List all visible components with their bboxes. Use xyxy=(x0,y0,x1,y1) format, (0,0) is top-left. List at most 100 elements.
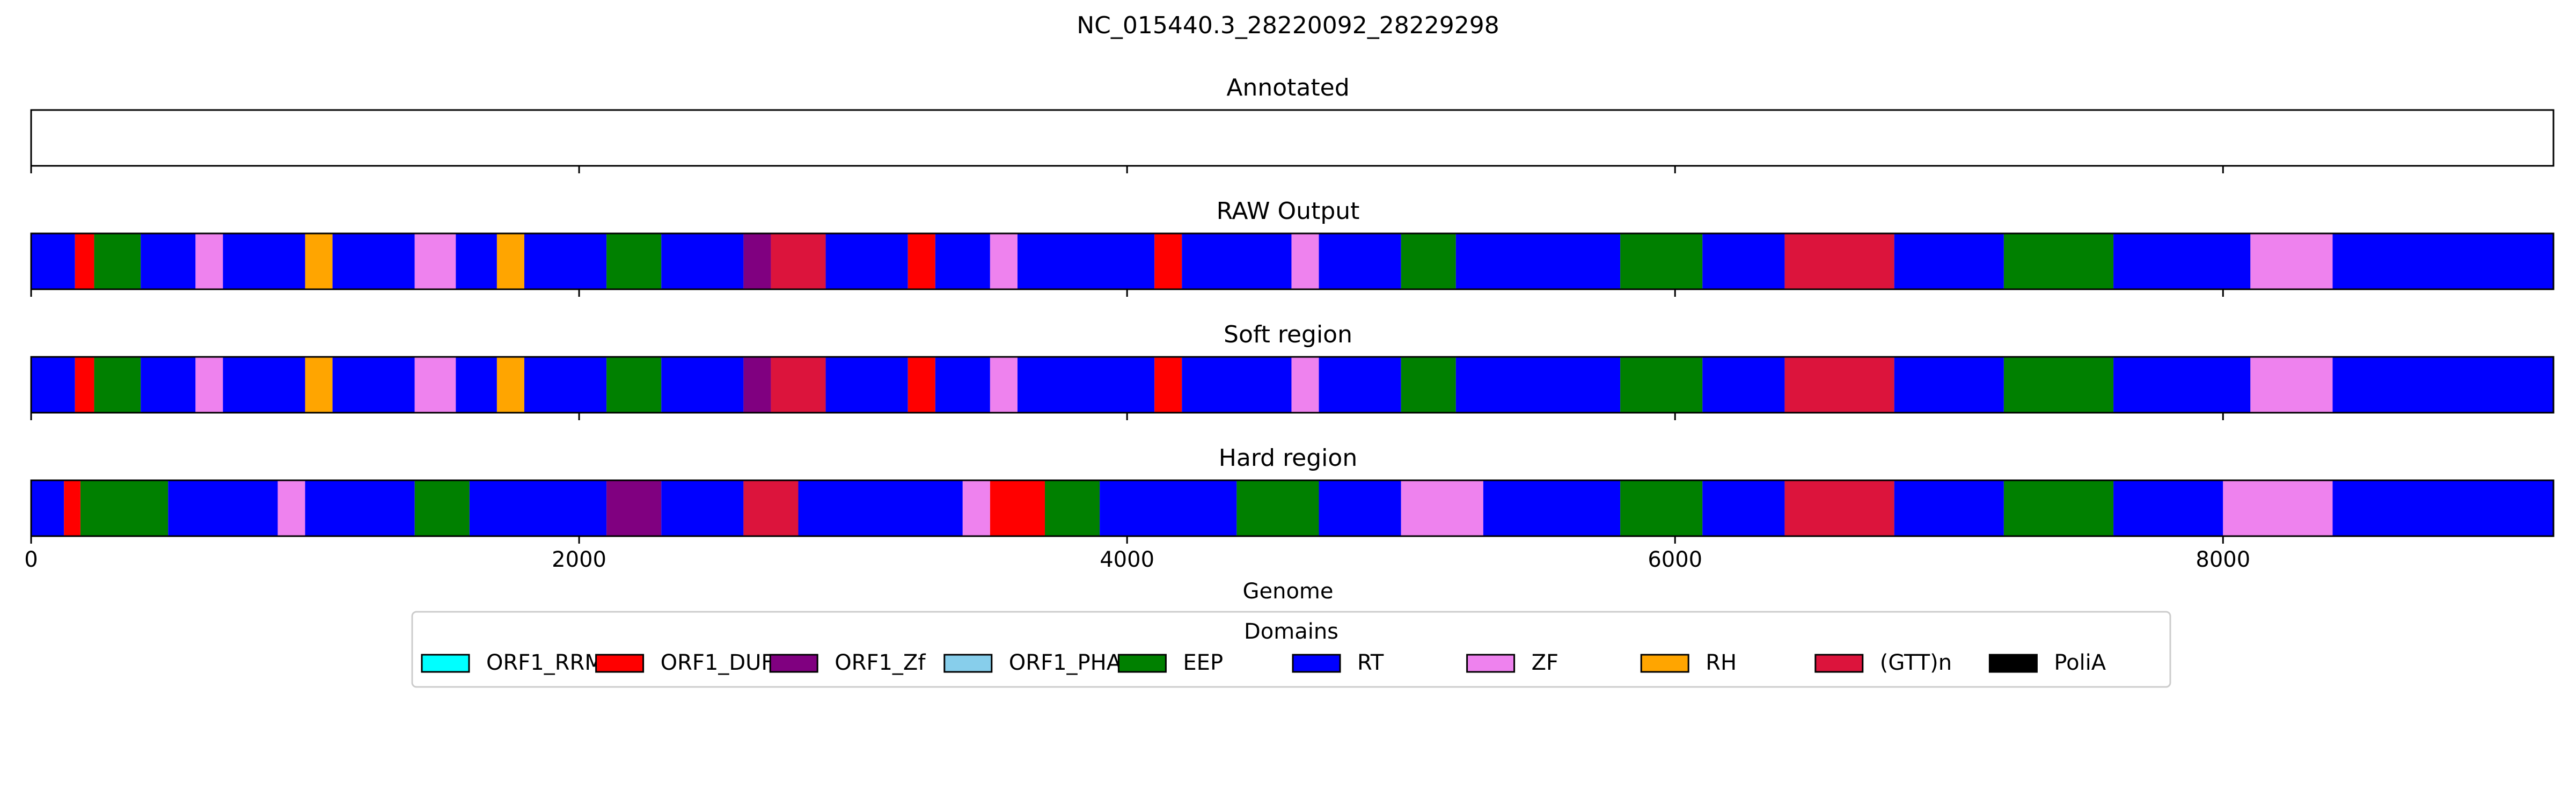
segment-eep xyxy=(2003,357,2114,413)
segment-gttn xyxy=(743,480,799,536)
segment-rt xyxy=(2113,357,2251,413)
x-tick-label: 4000 xyxy=(1100,547,1154,572)
segment-rt xyxy=(1017,357,1155,413)
segment-rt xyxy=(141,233,196,289)
segment-rt xyxy=(661,480,744,536)
legend-entry: ORF1_DUF xyxy=(595,650,774,675)
legend-entry: RT xyxy=(1292,650,1384,675)
segment-zf xyxy=(962,480,990,536)
segment-orf1zf xyxy=(743,357,771,413)
segment-eep xyxy=(94,233,141,289)
legend-label: ORF1_DUF xyxy=(661,650,774,675)
segment-rt xyxy=(2332,233,2553,289)
segment-rt xyxy=(2113,480,2223,536)
segment-zf xyxy=(195,233,223,289)
legend-swatch xyxy=(1292,654,1341,673)
segment-rt xyxy=(1100,480,1237,536)
tracks: Annotated RAW Output Soft region Hard regio… xyxy=(24,74,2555,572)
legend-swatch xyxy=(943,654,993,673)
segment-zf xyxy=(2250,357,2333,413)
track-3: Hard region 0 2000 4000 6000 8000 xyxy=(24,444,2555,572)
legend-label: RT xyxy=(1357,650,1384,675)
segment-zf xyxy=(1291,233,1319,289)
segment-gttn xyxy=(771,233,826,289)
segment-rt xyxy=(1702,233,1785,289)
legend-swatch xyxy=(769,654,818,673)
x-tick-label: 6000 xyxy=(1648,547,1702,572)
segment-zf xyxy=(2250,233,2333,289)
legend-swatch xyxy=(1814,654,1864,673)
segment-rt xyxy=(168,480,278,536)
track-2: Soft region xyxy=(30,321,2555,420)
segment-rt xyxy=(2332,480,2553,536)
segment-orf1duf xyxy=(75,233,94,289)
legend-swatch xyxy=(1640,654,1689,673)
segment-rh xyxy=(496,233,524,289)
segment-rt xyxy=(1894,357,2004,413)
segment-rt xyxy=(1319,233,1401,289)
legend-title: Domains xyxy=(1244,619,1338,644)
track-title: Hard region xyxy=(1219,444,1357,472)
segment-eep xyxy=(80,480,169,536)
legend-entry: EEP xyxy=(1117,650,1223,675)
segment-rt xyxy=(456,357,497,413)
segment-eep xyxy=(2003,480,2114,536)
segment-rt xyxy=(1894,233,2004,289)
segment-rt xyxy=(1319,357,1401,413)
segment-zf xyxy=(990,233,1018,289)
segment-rt xyxy=(524,233,607,289)
segment-gttn xyxy=(1784,480,1894,536)
track-title: Annotated xyxy=(1226,74,1349,101)
segment-rt xyxy=(31,233,75,289)
track-frame xyxy=(30,232,2555,290)
segment-rt xyxy=(456,233,497,289)
legend-swatch xyxy=(1117,654,1167,673)
segment-rt xyxy=(1182,233,1292,289)
segment-rh xyxy=(496,357,524,413)
segment-eep xyxy=(1620,233,1703,289)
x-tick-label: 2000 xyxy=(552,547,606,572)
segment-orf1duf xyxy=(1154,233,1182,289)
segment-rt xyxy=(305,480,415,536)
segment-rt xyxy=(1182,357,1292,413)
segment-eep xyxy=(606,357,662,413)
segment-eep xyxy=(414,480,470,536)
legend-entry: PoliA xyxy=(1988,650,2106,675)
segment-rt xyxy=(31,357,75,413)
segment-rh xyxy=(305,357,333,413)
segment-rt xyxy=(825,233,908,289)
segment-eep xyxy=(1620,357,1703,413)
legend-entry: RH xyxy=(1640,650,1737,675)
segment-rt xyxy=(1702,480,1785,536)
segment-rt xyxy=(31,480,64,536)
segment-rh xyxy=(305,233,333,289)
legend-label: ORF1_Zf xyxy=(835,650,926,675)
segment-eep xyxy=(1401,233,1456,289)
segment-rt xyxy=(935,357,990,413)
segment-orf1duf xyxy=(908,233,935,289)
x-tick-label: 8000 xyxy=(2196,547,2250,572)
segment-orf1duf xyxy=(64,480,80,536)
legend-entry: ORF1_RRM xyxy=(421,650,603,675)
segment-rt xyxy=(825,357,908,413)
segment-rt xyxy=(661,357,744,413)
segment-rt xyxy=(524,357,607,413)
segment-rt xyxy=(469,480,607,536)
segment-zf xyxy=(1401,480,1483,536)
segment-rt xyxy=(1455,357,1621,413)
segment-orf1zf xyxy=(743,233,771,289)
segment-rt xyxy=(2332,357,2553,413)
legend-entry: ORF1_Zf xyxy=(769,650,926,675)
segment-zf xyxy=(414,357,456,413)
segment-orf1duf xyxy=(75,357,94,413)
segment-rt xyxy=(1702,357,1785,413)
segment-eep xyxy=(94,357,141,413)
segment-rt xyxy=(1455,233,1621,289)
legend-label: RH xyxy=(1706,650,1737,675)
segment-rt xyxy=(1894,480,2004,536)
track-frame xyxy=(30,356,2555,414)
legend-label: EEP xyxy=(1183,650,1223,675)
segment-eep xyxy=(1620,480,1703,536)
figure-title: NC_015440.3_28220092_28229298 xyxy=(1077,12,1499,39)
